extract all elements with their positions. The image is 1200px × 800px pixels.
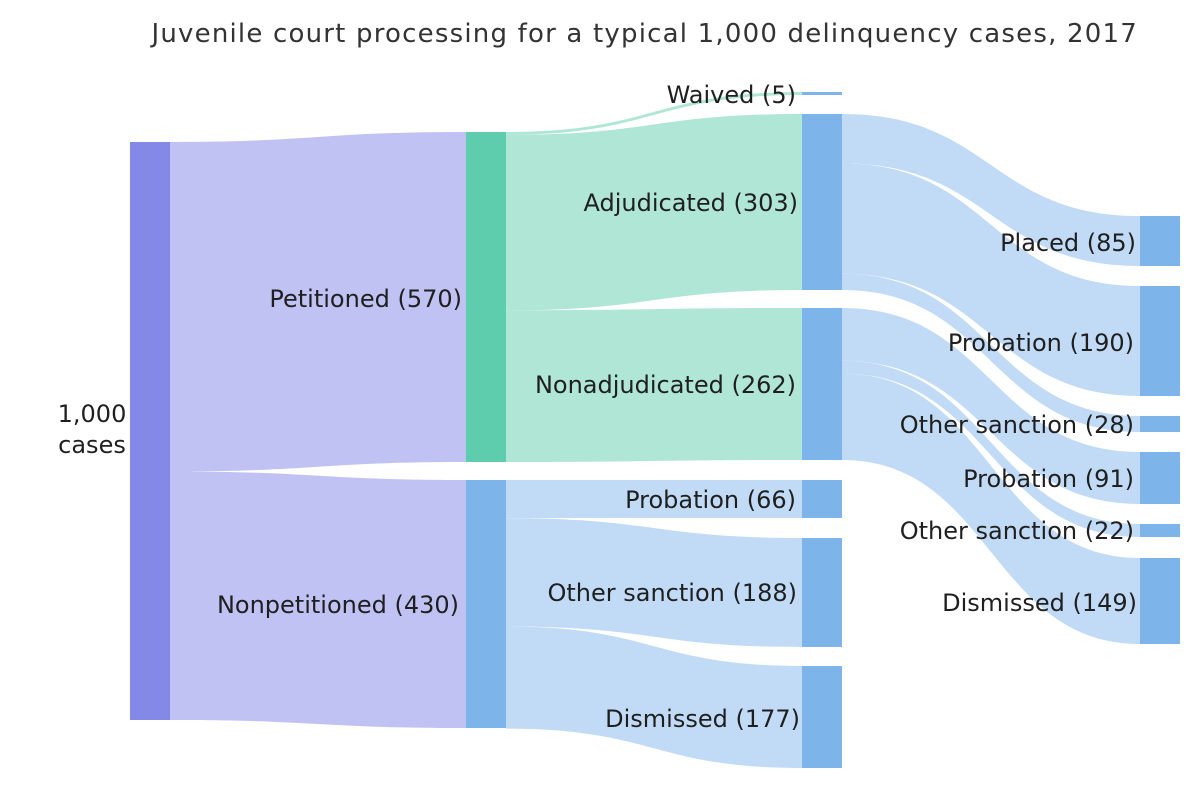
node-label-placed: Placed (85): [1000, 229, 1136, 257]
labels-layer: 1,000 cases Petitioned (570) Nonpetitioned …: [58, 81, 1137, 733]
link-adjudicated-to-placed: [842, 114, 1140, 266]
node-label-np_probation: Probation (66): [625, 486, 796, 514]
node-nonadj_dismissed: [1140, 558, 1180, 644]
link-adjudicated-to-adj_probation: [842, 163, 1140, 396]
link-nonadjudicated-to-nonadj_dismissed: [842, 373, 1140, 644]
node-nonpetitioned: [466, 480, 506, 728]
node-label-nonadj_other: Other sanction (22): [900, 517, 1134, 545]
node-np_probation: [802, 480, 842, 518]
node-label-line: 1,000: [58, 400, 127, 428]
node-nonadj_probation: [1140, 452, 1180, 504]
nodes-layer: [130, 92, 1180, 768]
node-placed: [1140, 216, 1180, 266]
links-layer: [170, 92, 1140, 768]
node-adj_other: [1140, 416, 1180, 432]
diagram-title: Juvenile court processing for a typical …: [149, 19, 1138, 49]
node-nonadjudicated: [802, 308, 842, 460]
node-label-nonadj_dismissed: Dismissed (149): [942, 589, 1137, 617]
link-petitioned-to-nonadjudicated: [506, 308, 802, 462]
node-label-waived: Waived (5): [667, 81, 796, 109]
node-adjudicated: [802, 114, 842, 290]
node-np_dismissed: [802, 666, 842, 768]
node-label-adj_probation: Probation (190): [948, 329, 1134, 357]
node-label-nonadj_probation: Probation (91): [963, 465, 1134, 493]
link-nonadjudicated-to-nonadj_other: [842, 360, 1140, 537]
node-label-adjudicated: Adjudicated (303): [584, 189, 799, 217]
node-nonadj_other: [1140, 524, 1180, 537]
node-label-petitioned: Petitioned (570): [269, 285, 462, 313]
node-label-np_dismissed: Dismissed (177): [605, 705, 800, 733]
link-petitioned-to-waived: [506, 92, 802, 135]
link-total-to-petitioned: [170, 132, 466, 472]
link-nonpetitioned-to-np_other: [506, 518, 802, 647]
link-nonpetitioned-to-np_dismissed: [506, 626, 802, 768]
node-label-line: cases: [58, 431, 126, 459]
link-nonadjudicated-to-nonadj_probation: [842, 308, 1140, 504]
node-np_other: [802, 538, 842, 647]
node-label-nonpetitioned: Nonpetitioned (430): [217, 591, 459, 619]
node-label-total: 1,000 cases: [58, 400, 127, 459]
node-total: [130, 142, 170, 720]
node-label-nonadjudicated: Nonadjudicated (262): [535, 371, 796, 399]
link-total-to-nonpetitioned: [170, 471, 466, 728]
link-nonpetitioned-to-np_probation: [506, 480, 802, 519]
link-petitioned-to-adjudicated: [506, 114, 802, 311]
node-label-np_other: Other sanction (188): [547, 579, 797, 607]
node-waived: [802, 92, 842, 95]
node-label-adj_other: Other sanction (28): [900, 411, 1134, 439]
link-adjudicated-to-adj_other: [842, 273, 1140, 432]
node-petitioned: [466, 132, 506, 462]
node-adj_probation: [1140, 286, 1180, 396]
